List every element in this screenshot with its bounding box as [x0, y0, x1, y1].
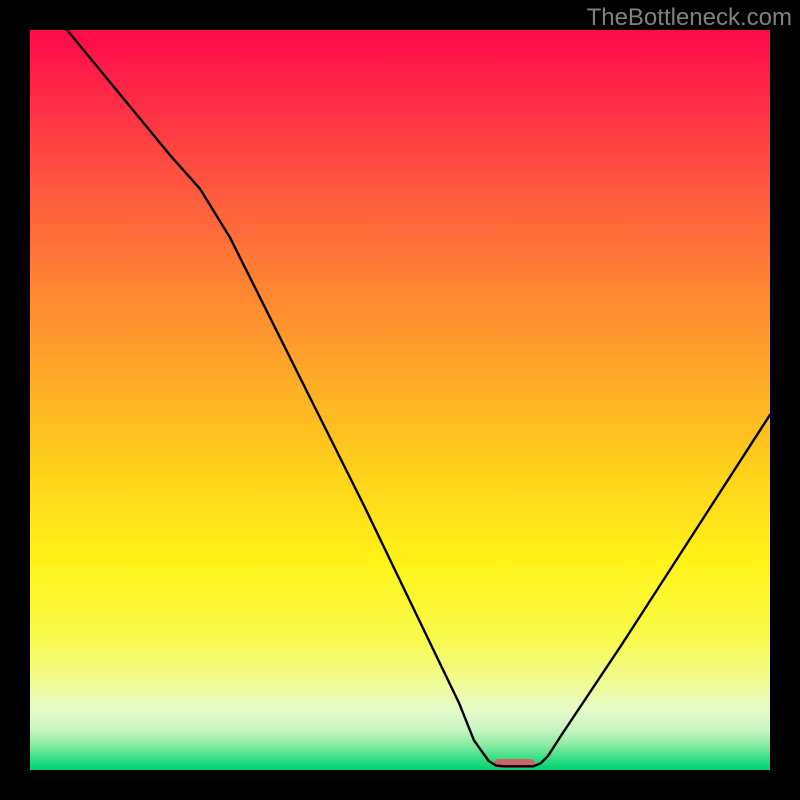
- chart-frame: TheBottleneck.com: [0, 0, 800, 800]
- bottleneck-curve: [30, 30, 770, 770]
- curve-path: [67, 30, 770, 766]
- watermark-text: TheBottleneck.com: [587, 4, 792, 32]
- plot-area: [30, 30, 770, 770]
